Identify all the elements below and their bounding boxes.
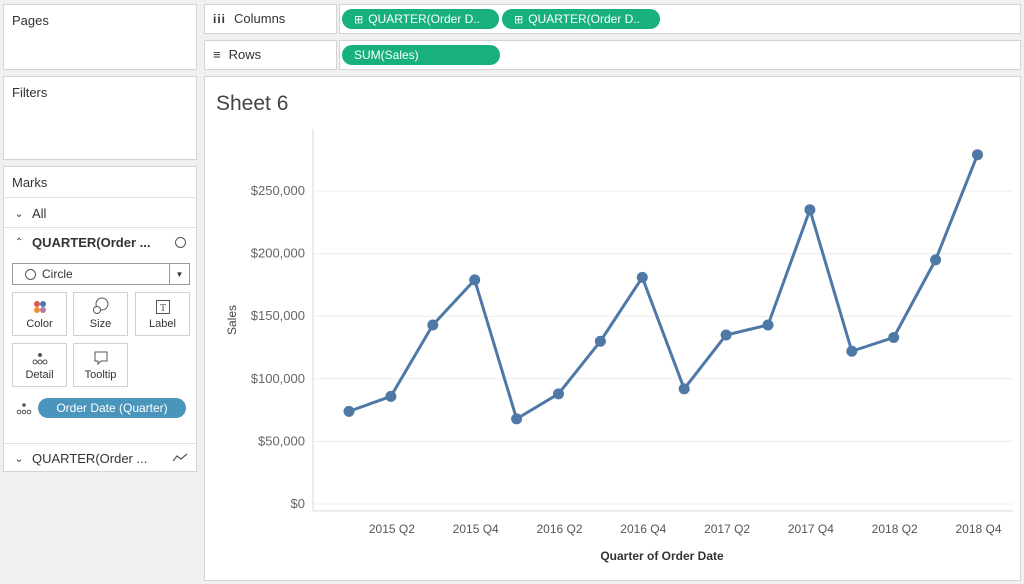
dropdown-arrow-icon[interactable]: ▼ [169, 264, 189, 284]
order-date-pill-label: Order Date (Quarter) [56, 401, 168, 415]
worksheet-view: Sheet 6 $0 $50,000 $100,000 $150,000 $200,00… [204, 76, 1021, 581]
data-point[interactable] [636, 271, 648, 283]
tooltip-button[interactable]: Tooltip [73, 343, 128, 387]
mark-type-dropdown[interactable]: Circle ▼ [12, 263, 190, 285]
rows-shelf-label-box: ≡ Rows [204, 40, 337, 70]
data-point[interactable] [972, 149, 983, 161]
y-tick-label: $150,000 [251, 308, 305, 323]
marks-layer-quarter[interactable]: ⌃ QUARTER(Order ... [4, 231, 196, 253]
circle-icon [25, 268, 36, 280]
label-button[interactable]: T Label [135, 292, 190, 336]
chevron-down-icon: ⌄ [14, 207, 24, 220]
detail-button[interactable]: Detail [12, 343, 67, 387]
series-line-sales [348, 154, 979, 421]
label-label: Label [149, 318, 176, 330]
columns-pill-2-label: QUARTER(Order D.. [528, 12, 641, 26]
chart-area[interactable]: $0 $50,000 $100,000 $150,000 $200,000 $250,00… [205, 77, 1020, 580]
x-tick-label: 2017 Q4 [788, 522, 834, 536]
data-point[interactable] [469, 274, 481, 286]
pages-title: Pages [12, 13, 49, 28]
size-label: Size [89, 318, 112, 330]
data-point[interactable] [385, 390, 397, 402]
marks-card: Marks ⌄ All ⌃ QUARTER(Order ... Circle ▼… [3, 166, 197, 472]
pages-card[interactable]: Pages [3, 4, 197, 70]
data-point[interactable] [553, 388, 564, 400]
data-point[interactable] [762, 319, 774, 331]
marks-layer-label: QUARTER(Order ... [32, 234, 151, 250]
y-tick-label: $250,000 [251, 183, 305, 198]
data-point[interactable] [511, 413, 523, 425]
size-button[interactable]: Size [73, 292, 128, 336]
chevron-down-icon: ⌄ [14, 452, 24, 465]
detail-field-icon [16, 402, 32, 421]
divider [4, 227, 196, 228]
chevron-up-icon: ⌃ [14, 236, 24, 248]
x-tick-label: 2015 Q4 [453, 522, 499, 536]
mark-type-value: Circle [42, 267, 73, 281]
x-tick-label: 2017 Q2 [704, 522, 750, 536]
x-tick-label: 2015 Q2 [369, 522, 415, 536]
rows-label-text: Rows [228, 47, 262, 62]
y-axis-title: Sales [225, 305, 239, 335]
data-point[interactable] [888, 331, 900, 343]
columns-shelf-label-box: iii Columns [204, 4, 337, 34]
rows-shelf[interactable]: SUM(Sales) [339, 40, 1021, 70]
y-tick-label: $100,000 [251, 371, 305, 386]
x-axis-title: Quarter of Order Date [600, 549, 724, 563]
data-point[interactable] [678, 383, 690, 395]
data-point[interactable] [343, 405, 355, 417]
columns-label-text: Columns [234, 11, 286, 26]
data-point[interactable] [594, 335, 606, 347]
x-tick-label: 2018 Q2 [872, 522, 918, 536]
svg-text:T: T [159, 303, 165, 314]
rows-pill-sales[interactable]: SUM(Sales) [342, 45, 500, 65]
data-point[interactable] [846, 345, 858, 357]
y-tick-label: $50,000 [258, 433, 305, 448]
marks-layer-quarter-2[interactable]: ⌄ QUARTER(Order ... [4, 448, 196, 468]
color-label: Color [26, 318, 53, 330]
x-tick-label: 2016 Q4 [620, 522, 666, 536]
columns-pill-1-label: QUARTER(Order D.. [368, 12, 481, 26]
tooltip-label: Tooltip [84, 369, 117, 381]
expand-icon: ⊞ [514, 13, 524, 26]
color-button[interactable]: Color [12, 292, 67, 336]
columns-shelf[interactable]: ⊞ QUARTER(Order D.. ⊞ QUARTER(Order D.. [339, 4, 1021, 34]
divider [4, 197, 196, 198]
y-tick-label: $200,000 [251, 246, 305, 261]
data-point[interactable] [720, 329, 732, 341]
columns-icon: iii [213, 11, 227, 26]
order-date-quarter-pill[interactable]: Order Date (Quarter) [38, 398, 186, 418]
expand-icon: ⊞ [354, 13, 364, 26]
rows-label: ≡ Rows [213, 47, 261, 62]
columns-pill-2[interactable]: ⊞ QUARTER(Order D.. [502, 9, 660, 29]
detail-icon [13, 344, 66, 366]
rows-icon: ≡ [213, 47, 221, 62]
x-tick-label: 2016 Q2 [536, 522, 582, 536]
columns-label: iii Columns [213, 11, 285, 26]
detail-label: Detail [25, 369, 54, 381]
x-tick-label: 2018 Q4 [955, 522, 1001, 536]
columns-pill-1[interactable]: ⊞ QUARTER(Order D.. [342, 9, 499, 29]
marks-all-label: All [32, 205, 47, 221]
color-icon [13, 293, 66, 315]
filters-card[interactable]: Filters [3, 76, 197, 160]
size-icon [74, 293, 127, 315]
divider [4, 443, 196, 444]
tooltip-icon [74, 344, 127, 366]
data-point[interactable] [930, 254, 942, 266]
filters-title: Filters [12, 85, 48, 100]
rows-pill-label: SUM(Sales) [354, 48, 419, 62]
label-icon: T [136, 293, 189, 315]
sheet-title: Sheet 6 [216, 92, 289, 115]
data-point[interactable] [427, 319, 439, 331]
marks-title: Marks [12, 175, 48, 190]
circle-mark-icon [175, 236, 186, 248]
marks-all-row[interactable]: ⌄ All [4, 203, 196, 223]
y-tick-label: $0 [291, 496, 305, 511]
marks-layer-2-label: QUARTER(Order ... [32, 450, 148, 466]
line-mark-icon [172, 451, 188, 466]
data-point[interactable] [804, 204, 816, 216]
